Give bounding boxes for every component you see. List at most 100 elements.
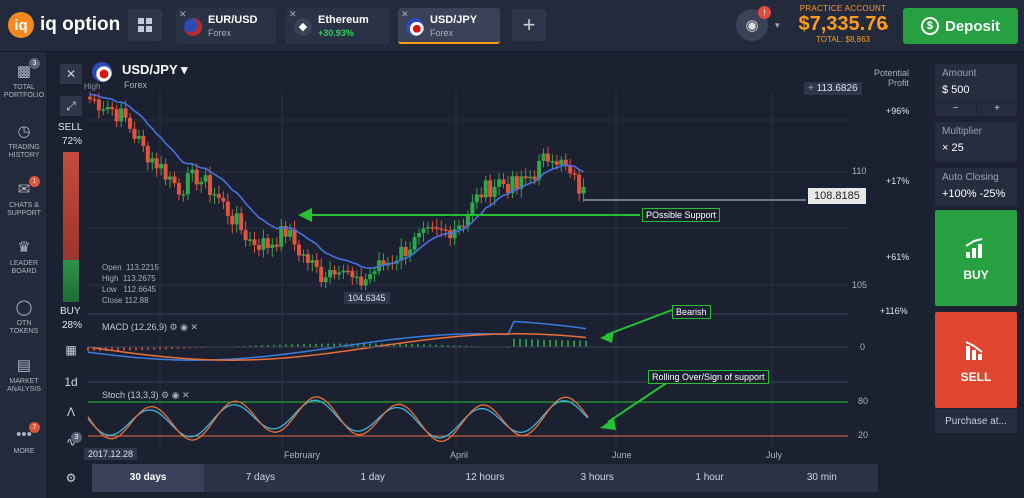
close-icon[interactable]: ✕ [401, 9, 409, 19]
sell-button[interactable]: SELL [935, 312, 1017, 408]
deposit-button[interactable]: $ Deposit [903, 8, 1018, 44]
macd-bar [561, 340, 563, 348]
timeframe-1-day[interactable]: 1 day [360, 472, 385, 483]
amount-minus-button[interactable]: − [935, 102, 976, 114]
macd-bar [177, 347, 179, 349]
timeframe-button[interactable]: 1d [64, 375, 78, 389]
indicators-icon[interactable]: ▦ [65, 343, 77, 357]
candle [403, 246, 408, 256]
candle [421, 228, 426, 234]
nav-leaderboard[interactable]: ♛ LEADER BOARD [0, 238, 48, 276]
macd-label: MACD (12,26,9) ⚙ ◉ ✕ [102, 322, 199, 332]
macd-bar [153, 347, 155, 350]
expand-icon[interactable]: ⤢ [60, 96, 82, 116]
nav-market-analysis[interactable]: ▤ MARKET ANALYSIS [0, 356, 48, 394]
macd-bar [87, 347, 89, 352]
candle [501, 179, 506, 185]
timeframe-7-days[interactable]: 7 days [245, 472, 276, 483]
buy-label: BUY [60, 306, 81, 317]
sell-label: SELL [960, 370, 992, 384]
macd-bar [447, 345, 449, 348]
chevron-down-icon[interactable]: ▾ [884, 22, 889, 32]
logo[interactable]: iq iq option [8, 12, 120, 38]
macd-bar [93, 347, 95, 351]
candle [212, 194, 217, 196]
rolling-arrow-head [600, 418, 616, 430]
profit-level: +96% [886, 106, 910, 116]
timeframe-30-min[interactable]: 30 min [806, 472, 837, 483]
candle [434, 227, 439, 229]
timeframe-1-hour[interactable]: 1 hour [695, 472, 724, 483]
macd-bar [285, 344, 287, 348]
macd-bar [375, 343, 377, 348]
account-balance[interactable]: PRACTICE ACCOUNT $7,335.76 TOTAL: $8,863 [790, 4, 896, 44]
macd-bar [267, 344, 269, 348]
chart-area[interactable]: ✕ ⤢ SELL 72% BUY 28% ▦ 1d Λ ∿ 3 ⚙ USD/JPY… [48, 52, 928, 498]
candle [101, 109, 106, 111]
time-label: July [766, 450, 783, 460]
candle [577, 174, 582, 194]
timeframe-3-hours[interactable]: 3 hours [580, 472, 614, 483]
multiplier-box[interactable]: Multiplier × 25 [935, 122, 1017, 162]
candle [412, 237, 417, 250]
price-chart[interactable] [48, 52, 928, 498]
purchase-at-button[interactable]: Purchase at... [935, 409, 1017, 433]
stoch-k-line [87, 399, 589, 439]
nav-more[interactable]: ••• 7 MORE [0, 422, 48, 456]
nav-trading-history[interactable]: ◷ TRADING HISTORY [0, 122, 48, 160]
close-icon[interactable]: ✕ [179, 9, 187, 19]
ethereum-icon: ◆ [294, 18, 312, 36]
candle [474, 194, 479, 203]
macd-bar [255, 345, 257, 348]
chevron-down-icon[interactable]: ▾ [775, 20, 780, 30]
current-price-label: 108.8185 [808, 188, 866, 204]
close-icon[interactable]: ✕ [289, 9, 297, 19]
nav-chats-support[interactable]: ✉ 1 CHATS & SUPPORT [0, 176, 48, 218]
candle [256, 245, 261, 250]
tab-eurusd[interactable]: ✕ EUR/USD Forex [176, 8, 276, 44]
settings-link-icon[interactable]: ⚙ [65, 471, 77, 485]
asset-grid-button[interactable] [128, 9, 162, 41]
candle [554, 161, 559, 165]
buy-button[interactable]: BUY [935, 210, 1017, 306]
asset-selector[interactable]: USD/JPY ▾ [122, 62, 188, 78]
nav-total-portfolio[interactable]: ▩ 3 TOTAL PORTFOLIO [0, 58, 48, 100]
candle [492, 186, 497, 197]
macd-bar [279, 344, 281, 348]
amount-box[interactable]: Amount $ 500 − + [935, 64, 1017, 116]
close-chart-button[interactable]: ✕ [60, 64, 82, 84]
candle [159, 163, 164, 169]
total-value: TOTAL: $8,863 [816, 35, 870, 44]
nav-otn-tokens[interactable]: ◯ OTN TOKENS [0, 298, 48, 336]
candle [216, 194, 221, 198]
time-start-label: 2017.12.28 [84, 448, 138, 460]
logo-text: iq option [40, 14, 121, 35]
tab-ethereum[interactable]: ✕ ◆ Ethereum +30.93% [286, 8, 390, 44]
timeframe-30-days[interactable]: 30 days [92, 464, 205, 492]
camera-badge: ! [758, 6, 771, 19]
price-tick: 105 [852, 280, 868, 290]
candle [479, 194, 484, 198]
tab-usdjpy[interactable]: ✕ USD/JPY Forex [398, 8, 500, 44]
auto-closing-box[interactable]: Auto Closing +100% -25% [935, 168, 1017, 206]
sentiment-bar [63, 152, 79, 302]
macd-bar [303, 343, 305, 348]
macd-bar [273, 344, 275, 348]
add-tab-button[interactable]: + [512, 9, 546, 41]
candle [96, 99, 101, 111]
amount-input[interactable]: $ 500 [942, 84, 970, 96]
candle [296, 244, 301, 256]
candle [457, 225, 462, 230]
candle [145, 145, 150, 163]
drawing-tools-icon[interactable]: Λ [66, 405, 75, 419]
candle [203, 175, 208, 182]
amount-plus-button[interactable]: + [976, 102, 1017, 114]
grid-icon [138, 18, 152, 32]
macd-bar [135, 347, 137, 351]
time-label: April [450, 450, 469, 460]
chart-type-icon[interactable]: ∿ 3 [60, 432, 82, 452]
candle [465, 215, 470, 226]
macd-bar [183, 347, 185, 349]
timeframe-12-hours[interactable]: 12 hours [465, 472, 505, 483]
camera-button[interactable]: ◉ ! [736, 6, 771, 41]
